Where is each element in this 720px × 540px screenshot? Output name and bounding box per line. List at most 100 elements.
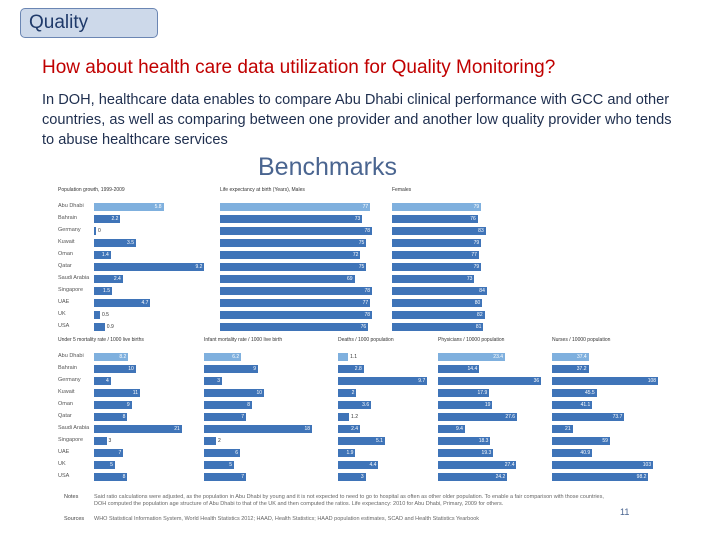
bar: 5.1 <box>338 437 385 445</box>
bar: 3.6 <box>338 401 372 409</box>
data-label: 37.4 <box>576 354 587 360</box>
chart-row: Germany 0 <box>58 225 218 237</box>
chart-row: 78 <box>220 225 380 237</box>
bar: 73.7 <box>552 413 625 421</box>
bar: 10 <box>204 389 264 397</box>
chart-row: 45.5 <box>552 387 664 399</box>
chart-row: 2 <box>204 435 328 447</box>
category-label: Germany <box>58 377 81 383</box>
data-label: 103 <box>642 462 652 468</box>
chart-row: 1.1 <box>338 351 434 363</box>
bar: 2.4 <box>338 425 361 433</box>
section-tag: Quality <box>20 8 158 38</box>
chart-row: 77 <box>392 249 492 261</box>
bar: 27.6 <box>438 413 518 421</box>
bar: 17.9 <box>438 389 490 397</box>
chart-row: Singapore 3 <box>58 435 190 447</box>
bar: 69 <box>220 275 355 283</box>
chart-row: 78 <box>220 309 380 321</box>
chart-row: Abu Dhabi 8.2 <box>58 351 190 363</box>
bar: 79 <box>392 203 482 211</box>
data-label: 24.2 <box>495 474 506 480</box>
data-label: 79 <box>473 240 480 246</box>
data-label: 37.2 <box>576 366 587 372</box>
data-label: 18.3 <box>478 438 489 444</box>
bar: 3 <box>338 473 366 481</box>
chart-row: 27.6 <box>438 411 548 423</box>
bar: 2.2 <box>94 215 121 223</box>
chart-row: 3.6 <box>338 399 434 411</box>
data-label: 2.2 <box>111 216 119 222</box>
page-number: 11 <box>620 507 630 517</box>
bar: 7 <box>204 473 246 481</box>
bar: 40.9 <box>552 449 593 457</box>
bar: 9 <box>94 401 132 409</box>
chart-row: 14.4 <box>438 363 548 375</box>
data-label: 8.2 <box>119 354 127 360</box>
data-label: 69 <box>346 276 353 282</box>
bar: 36 <box>438 377 542 385</box>
bar: 1.1 <box>338 353 357 361</box>
data-label: 23.4 <box>493 354 504 360</box>
data-label: 27.6 <box>505 414 516 420</box>
bar: 24.2 <box>438 473 508 481</box>
data-label: 84 <box>479 288 485 294</box>
data-label: 21 <box>565 426 571 432</box>
chart-row: 1.2 <box>338 411 434 423</box>
chart-row: Oman 9 <box>58 399 190 411</box>
bar: 18 <box>204 425 312 433</box>
bar: 2.8 <box>338 365 364 373</box>
bar: 14.4 <box>438 365 480 373</box>
data-label: 4.4 <box>369 462 377 468</box>
data-label: 76 <box>360 324 367 330</box>
bar: 6 <box>204 449 240 457</box>
chart-panel: Females 79 76 83 79 77 79 73 84 80 82 81 <box>392 187 492 335</box>
chart-row: 79 <box>392 261 492 273</box>
bar: 6.2 <box>204 353 242 361</box>
chart-row: 76 <box>220 321 380 333</box>
chart-row: 6.2 <box>204 351 328 363</box>
intro-paragraph: In DOH, healthcare data enables to compa… <box>42 92 672 148</box>
bar: 19.3 <box>438 449 494 457</box>
chart-row: 19.3 <box>438 447 548 459</box>
bar: 0.9 <box>94 323 114 331</box>
chart-row: Qatar 9.2 <box>58 261 218 273</box>
data-label: 17.9 <box>477 390 488 396</box>
data-label: 2 <box>351 390 355 396</box>
chart-title: Nurses / 10000 population <box>552 337 611 343</box>
bar: 72 <box>220 251 361 259</box>
chart-row: 9.4 <box>438 423 548 435</box>
data-label: 72 <box>352 252 359 258</box>
data-label: 9.4 <box>455 426 463 432</box>
data-label: 1.9 <box>346 450 354 456</box>
data-label: 1.4 <box>101 252 109 258</box>
chart-row: 4.4 <box>338 459 434 471</box>
bar: 9.7 <box>338 377 428 385</box>
data-label: 2.4 <box>351 426 359 432</box>
bar: 80 <box>392 299 483 307</box>
bar: 3 <box>94 437 111 445</box>
bar: 10 <box>94 365 136 373</box>
data-label: 19.3 <box>481 450 492 456</box>
data-label: 108 <box>647 378 657 384</box>
category-label: Saudi Arabia <box>58 425 90 431</box>
data-label: 75 <box>358 264 365 270</box>
data-label: 0 <box>98 228 101 234</box>
bar: 78 <box>220 311 373 319</box>
notes-label: Notes <box>64 494 79 500</box>
data-label: 2.8 <box>354 366 362 372</box>
chart-row: 73.7 <box>552 411 664 423</box>
data-label: 0.9 <box>106 324 114 330</box>
bar: 103 <box>552 461 654 469</box>
data-label: 78 <box>364 288 371 294</box>
data-label: 59 <box>602 438 608 444</box>
data-label: 82 <box>477 312 483 318</box>
data-label: 73 <box>354 216 361 222</box>
chart-row: 19 <box>438 399 548 411</box>
data-label: 78 <box>364 228 371 234</box>
data-label: 75 <box>358 240 365 246</box>
chart-title: Life expectancy at birth (Years), Males <box>220 187 305 193</box>
chart-row: UK 5 <box>58 459 190 471</box>
chart-row: 84 <box>392 285 492 297</box>
category-label: UAE <box>58 299 70 305</box>
